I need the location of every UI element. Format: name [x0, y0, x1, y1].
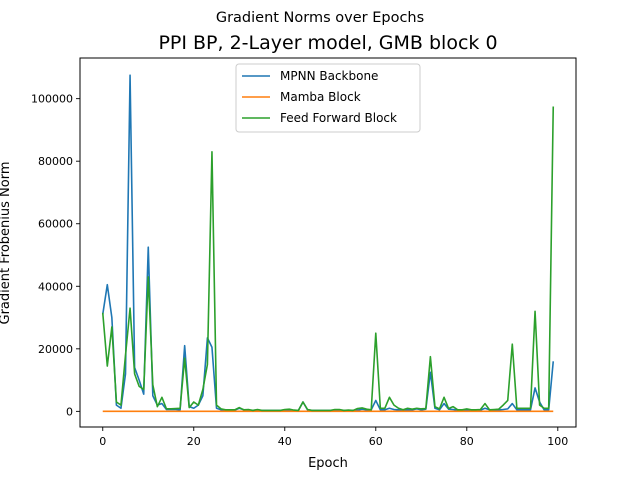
y-axis: 0 20000 40000 60000 80000 100000	[31, 93, 80, 418]
legend-box	[235, 63, 421, 133]
y-tick-label: 100000	[31, 93, 73, 106]
chart-title: PPI BP, 2-Layer model, GMB block 0	[158, 32, 497, 54]
plot-area-frame	[79, 57, 577, 428]
plot-lines	[101, 74, 555, 413]
y-tick-label: 80000	[38, 155, 73, 168]
x-tick-label: 80	[460, 435, 474, 448]
legend-label-1: Mamba Block	[280, 90, 361, 104]
y-tick-label: 20000	[38, 343, 73, 356]
y-tick-label: 60000	[38, 218, 73, 231]
x-tick-label: 100	[547, 435, 568, 448]
legend-label-0: MPNN Backbone	[280, 69, 378, 83]
y-axis-label: Gradient Frobenius Norm	[0, 162, 13, 325]
y-tick-label: 40000	[38, 280, 73, 293]
x-axis-label: Epoch	[308, 456, 348, 471]
y-tick-label: 0	[66, 405, 73, 418]
series-line-2	[101, 106, 555, 412]
x-tick-label: 0	[99, 435, 106, 448]
x-tick-label: 20	[187, 435, 201, 448]
legend-label-2: Feed Forward Block	[280, 111, 397, 125]
x-tick-label: 60	[369, 435, 383, 448]
x-axis: 0 20 40 60 80 100	[99, 427, 568, 448]
figure-suptitle: Gradient Norms over Epochs	[216, 10, 424, 26]
x-tick-label: 40	[278, 435, 292, 448]
legend: MPNN Backbone Mamba Block Feed Forward Blo…	[235, 63, 421, 133]
